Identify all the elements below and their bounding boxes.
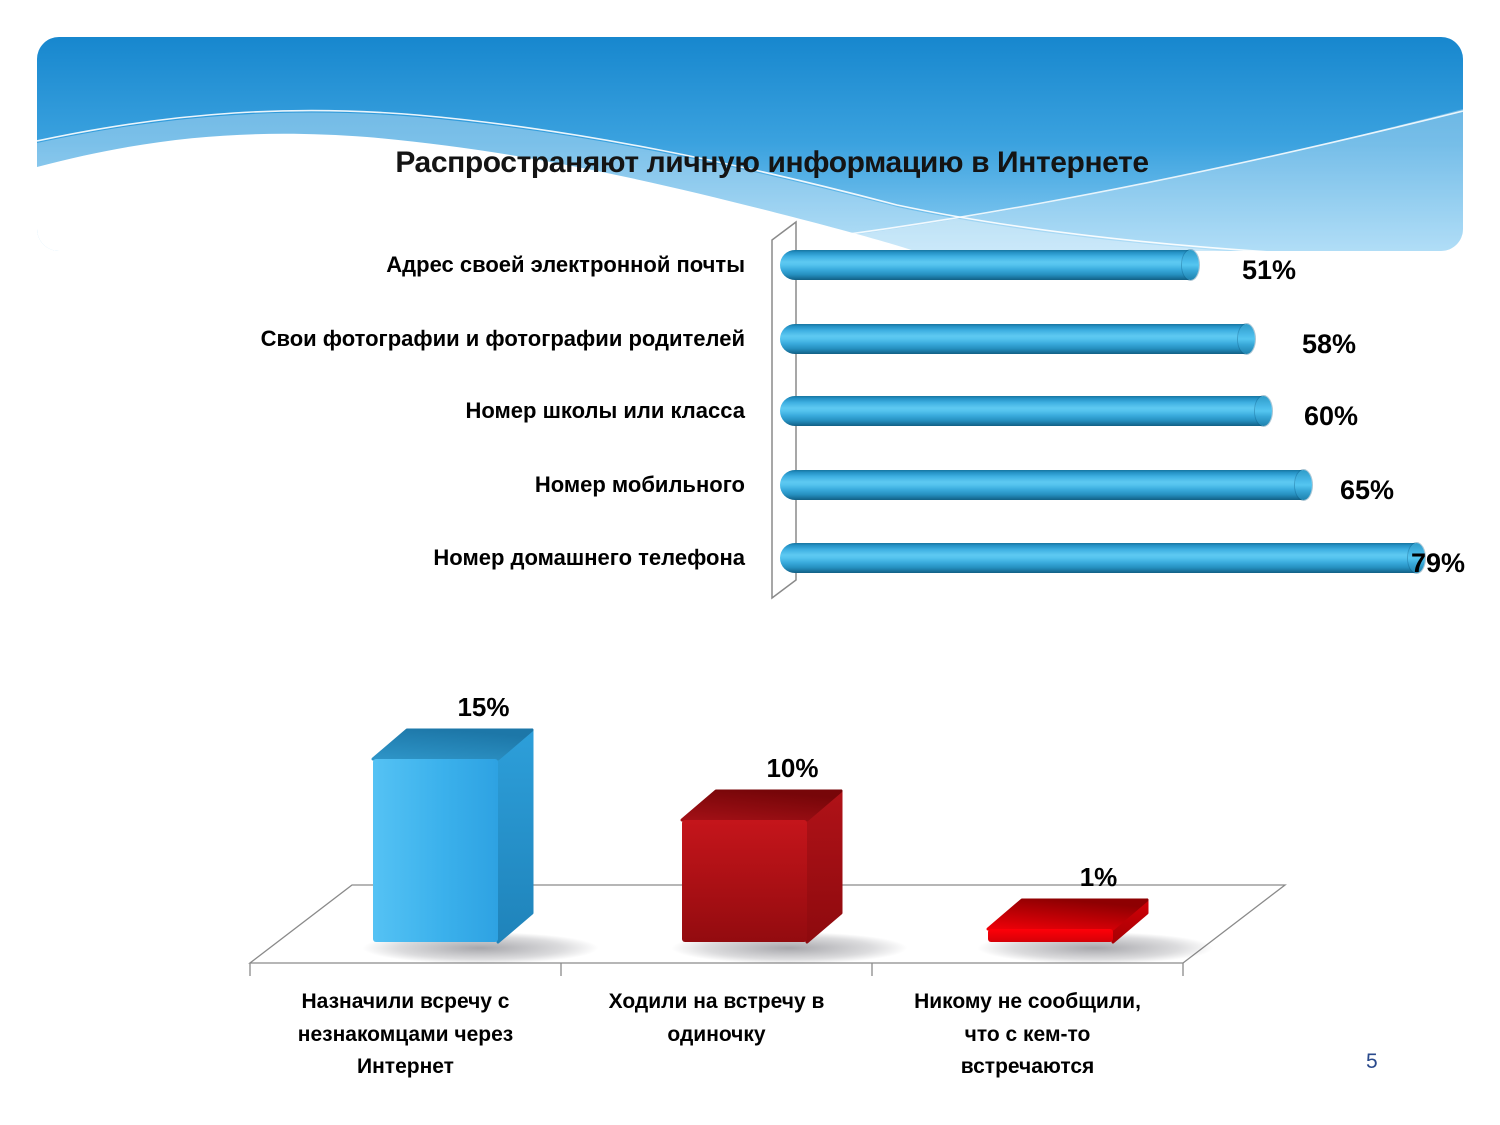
bar-value-label: 60%	[1304, 401, 1359, 431]
bar	[780, 324, 1255, 354]
column-chart-axis-ticks	[249, 963, 1184, 976]
bar-category-label: Номер мобильного	[534, 472, 745, 497]
bar-value-label: 58%	[1302, 329, 1357, 359]
column-3d-side	[496, 728, 534, 944]
column-category-label: Никому не сообщили, что с кем-то встреча…	[914, 990, 1141, 1079]
bar	[780, 396, 1272, 426]
bar-category-label: Свои фотографии и фотографии родителей	[260, 326, 745, 351]
column-value-label: 10%	[766, 753, 819, 783]
column-3d-front	[373, 759, 498, 942]
column-value-label: 15%	[457, 692, 510, 722]
bar-category-label: Номер домашнего телефона	[433, 545, 745, 570]
bar-value-label: 79%	[1411, 548, 1466, 578]
header-hairline-1	[37, 109, 1463, 251]
header-wave-decoration	[37, 37, 1463, 251]
bar-value-label: 65%	[1340, 475, 1395, 505]
column-category-label: Назначили всречу с незнакомцами через Ин…	[297, 990, 514, 1079]
column-3d-front	[988, 929, 1113, 942]
slide-title: Распространяют личную информацию в Интер…	[395, 146, 1149, 179]
bar-category-label: Адрес своей электронной почты	[386, 252, 745, 277]
column-3d-front	[682, 820, 807, 942]
bar-value-label: 51%	[1242, 255, 1297, 285]
header-wave-light-2	[677, 109, 1463, 251]
bar-category-label: Номер школы или класса	[465, 398, 745, 423]
column-chart-columns	[362, 728, 1214, 964]
column-value-label: 1%	[1079, 862, 1118, 892]
bar	[780, 543, 1425, 573]
column-category-label: Ходили на встречу в одиночку	[608, 990, 825, 1046]
bar	[780, 250, 1199, 280]
bar	[780, 470, 1312, 500]
header-wave-white-cut	[37, 133, 982, 251]
page-number: 5	[1366, 1050, 1378, 1073]
